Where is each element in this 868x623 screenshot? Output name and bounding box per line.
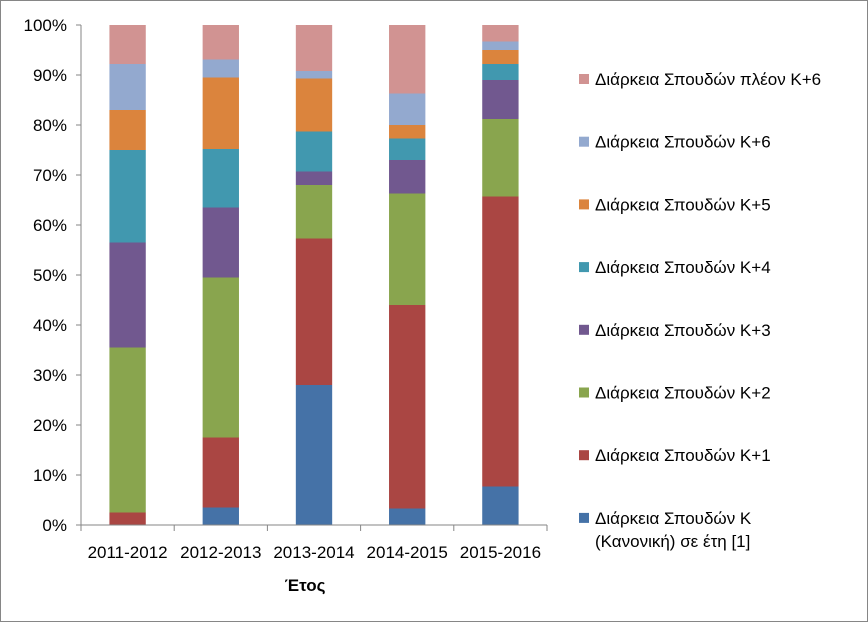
bar-segment — [109, 512, 146, 525]
bar-segment — [202, 507, 239, 525]
bar-segment — [295, 171, 333, 185]
y-axis-tick-labels: 0% 10% 20% 30% 40% 50% 60% 70% 80% 90% 100% — [24, 16, 67, 535]
legend-label: Διάρκεια Σπουδών Κ+2 — [595, 384, 771, 403]
bar-segment — [202, 207, 239, 278]
legend-label: Διάρκεια Σπουδών Κ (Κανονική) σε έτη [1] — [595, 509, 752, 551]
bar-segment — [295, 238, 333, 385]
y-tick-label: 20% — [33, 416, 67, 435]
legend-label: Διάρκεια Σπουδών Κ+3 — [595, 321, 771, 340]
bar-segment — [109, 64, 146, 110]
x-tick-label: 2015-2016 — [460, 543, 541, 562]
bar-segment — [389, 305, 426, 509]
bar-segment — [202, 25, 239, 60]
x-axis-title: Έτος — [285, 576, 326, 595]
bar-segment — [482, 50, 519, 64]
bar-segment — [389, 508, 426, 525]
bar-segment — [109, 25, 146, 64]
legend-swatch — [579, 262, 589, 273]
legend-label: Διάρκεια Σπουδών Κ+4 — [595, 258, 771, 277]
legend-label: Διάρκεια Σπουδών Κ+1 — [595, 446, 771, 465]
bar-segment — [482, 486, 519, 525]
legend-swatch — [579, 512, 589, 523]
legend-label: Διάρκεια Σπουδών Κ+6 — [595, 133, 771, 152]
bar-segment — [202, 77, 239, 149]
legend-label: Διάρκεια Σπουδών Κ+5 — [595, 195, 771, 214]
bar-segment — [295, 185, 333, 239]
bar-segment — [482, 119, 519, 197]
bar-segment — [482, 196, 519, 487]
bar-segment — [109, 110, 146, 150]
legend-swatch — [579, 136, 589, 147]
legend-swatch — [579, 387, 589, 398]
bar-segment — [482, 80, 519, 119]
legend-swatch — [579, 324, 589, 335]
legend: Διάρκεια Σπουδών πλέον Κ+6 Διάρκεια Σπουδ… — [579, 70, 821, 551]
y-tick-label: 40% — [33, 316, 67, 335]
bar-segment — [389, 125, 426, 139]
bar-segment — [389, 138, 426, 160]
y-tick-label: 10% — [33, 466, 67, 485]
legend-swatch — [579, 450, 589, 461]
y-tick-label: 60% — [33, 216, 67, 235]
bar-segment — [202, 59, 239, 78]
y-tick-label: 50% — [33, 266, 67, 285]
bar-segment — [109, 242, 146, 348]
legend-label: Διάρκεια Σπουδών πλέον Κ+6 — [595, 70, 821, 89]
bar-segment — [202, 277, 239, 438]
x-tick-label: 2012-2013 — [180, 543, 261, 562]
bar-segment — [482, 64, 519, 80]
bar-segment — [389, 25, 426, 94]
bar-segment — [295, 71, 333, 79]
bar-segment — [482, 25, 519, 42]
x-axis-tick-labels: 2011-2012 2012-2013 2013-2014 2014-2015 2015… — [88, 543, 541, 562]
bar-segment — [109, 347, 146, 513]
axes — [76, 24, 548, 531]
x-tick-label: 2013-2014 — [273, 543, 354, 562]
bar-segment — [389, 93, 426, 125]
bar-segment — [389, 193, 426, 305]
bar-segment — [389, 160, 426, 194]
bar-segment — [482, 41, 519, 50]
y-tick-label: 70% — [33, 166, 67, 185]
bar-segment — [109, 150, 146, 243]
bar-segment — [202, 149, 239, 208]
x-tick-label: 2014-2015 — [367, 543, 448, 562]
y-tick-label: 0% — [42, 516, 67, 535]
bar-segment — [295, 25, 333, 71]
legend-swatch — [579, 199, 589, 210]
bar-segment — [295, 131, 333, 172]
y-tick-label: 100% — [24, 16, 67, 35]
x-tick-label: 2011-2012 — [88, 543, 168, 562]
bar-segment — [202, 437, 239, 508]
legend-swatch — [579, 74, 589, 84]
bar-segment — [295, 78, 333, 132]
bar-segments — [109, 25, 519, 525]
bar-segment — [295, 385, 333, 525]
y-tick-label: 30% — [33, 366, 67, 385]
y-tick-label: 90% — [33, 66, 67, 85]
y-tick-label: 80% — [33, 116, 67, 135]
